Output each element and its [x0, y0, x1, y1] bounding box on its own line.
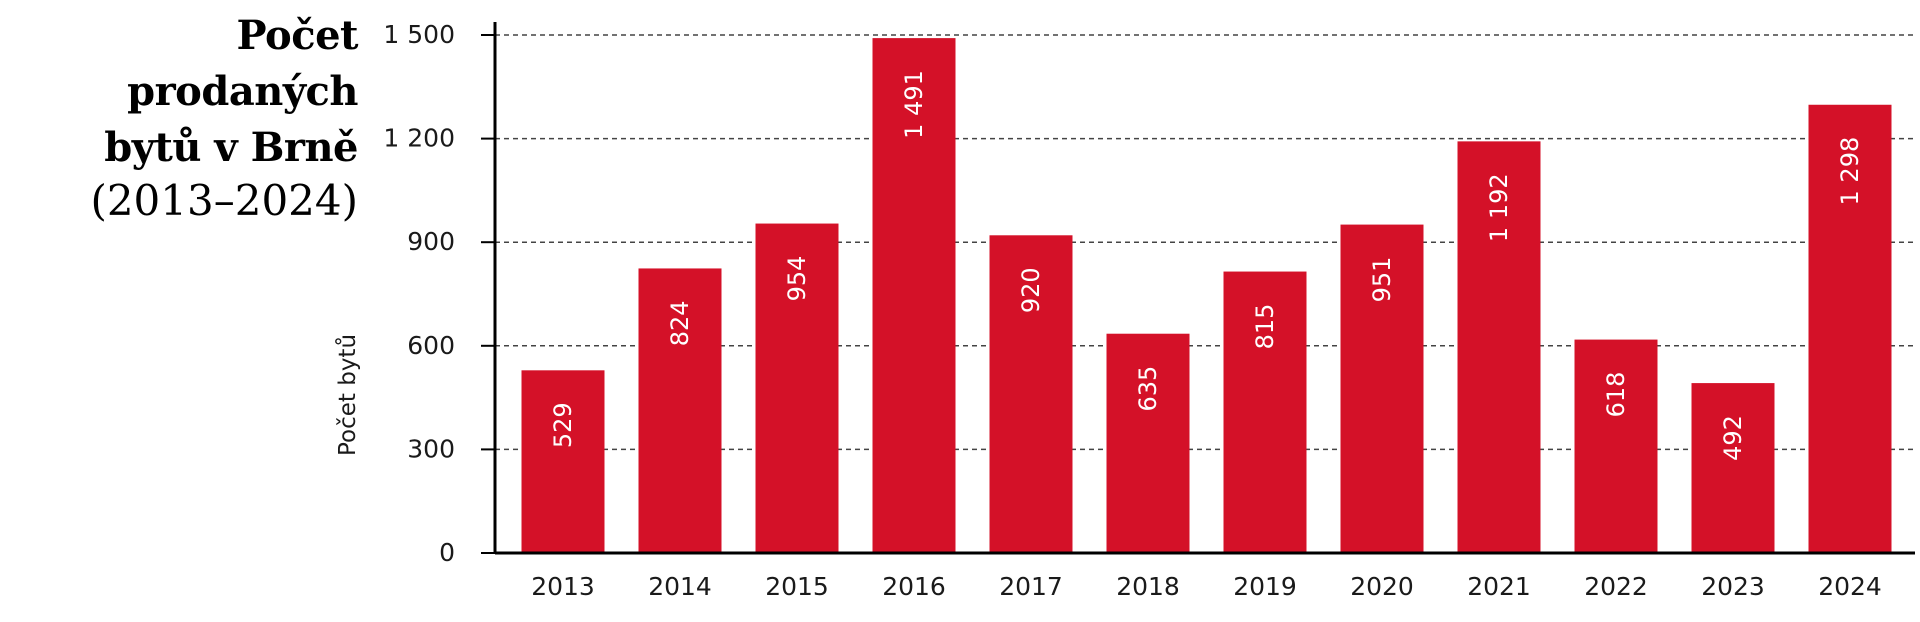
bar-data-label-2021: 1 192: [1485, 173, 1513, 242]
y-tick-label: 1 200: [383, 124, 455, 153]
bar-2020: [1340, 224, 1424, 553]
x-tick-label-2022: 2022: [1584, 572, 1648, 601]
chart-title-block: Počet prodaných bytů v Brně (2013–2024): [0, 8, 358, 226]
bar-2017: [989, 235, 1073, 553]
bar-data-label-2019: 815: [1251, 304, 1279, 350]
bar-2023: [1691, 383, 1775, 553]
x-tick-label-2017: 2017: [999, 572, 1063, 601]
y-tick-label: 600: [407, 331, 455, 360]
x-tick-label-2014: 2014: [648, 572, 712, 601]
y-axis-label: Počet bytů: [334, 334, 361, 456]
grid-lines: [495, 34, 1915, 451]
bar-2015: [755, 223, 839, 553]
x-tick-labels: 2013 2014 2015 2016 2017 2018 2019 2020 2021 2022…: [531, 572, 1882, 601]
axes: [493, 22, 1915, 555]
bar-2019: [1223, 271, 1307, 553]
x-tick-label-2015: 2015: [765, 572, 829, 601]
bar-2024: [1808, 104, 1892, 554]
bar-2014: [638, 268, 722, 553]
chart-title-line-2: bytů v Brně: [104, 124, 358, 171]
bars: [521, 38, 1892, 554]
bar-data-label-2013: 529: [549, 402, 577, 448]
x-tick-label-2013: 2013: [531, 572, 595, 601]
chart-title: Počet prodaných bytů v Brně: [0, 8, 358, 176]
chart-subtitle: (2013–2024): [90, 176, 358, 225]
bar-data-label-2014: 824: [666, 300, 694, 346]
bar-data-label-2020: 951: [1368, 257, 1396, 303]
x-tick-label-2020: 2020: [1350, 572, 1414, 601]
y-tick-label: 900: [407, 227, 455, 256]
bar-data-label-2015: 954: [783, 256, 811, 302]
y-tick-label: 0: [439, 538, 455, 567]
chart-title-line-1: Počet prodaných: [127, 12, 358, 115]
bar-2018: [1106, 333, 1190, 553]
bar-2021: [1457, 141, 1541, 553]
x-tick-label-2019: 2019: [1233, 572, 1297, 601]
x-tick-label-2024: 2024: [1818, 572, 1882, 601]
bar-data-label-2016: 1 491: [900, 70, 928, 139]
x-tick-label-2016: 2016: [882, 572, 946, 601]
bar-2016: [872, 38, 956, 553]
bar-data-label-2023: 492: [1719, 415, 1747, 461]
bar-data-labels: 529 824 954 1 491 920 635 815 951 1 192 618 492 1 2…: [549, 70, 1864, 461]
bar-data-label-2017: 920: [1017, 267, 1045, 313]
x-tick-label-2018: 2018: [1116, 572, 1180, 601]
bar-data-label-2018: 635: [1134, 366, 1162, 412]
bar-2022: [1574, 339, 1658, 553]
y-tick-label: 1 500: [383, 20, 455, 49]
y-tick-labels: 0 300 600 900 1 200 1 500: [383, 20, 495, 567]
bar-data-label-2024: 1 298: [1836, 137, 1864, 206]
x-tick-label-2023: 2023: [1701, 572, 1765, 601]
x-tick-label-2021: 2021: [1467, 572, 1531, 601]
bar-data-label-2022: 618: [1602, 372, 1630, 418]
y-tick-label: 300: [407, 434, 455, 463]
bar-2013: [521, 370, 605, 553]
